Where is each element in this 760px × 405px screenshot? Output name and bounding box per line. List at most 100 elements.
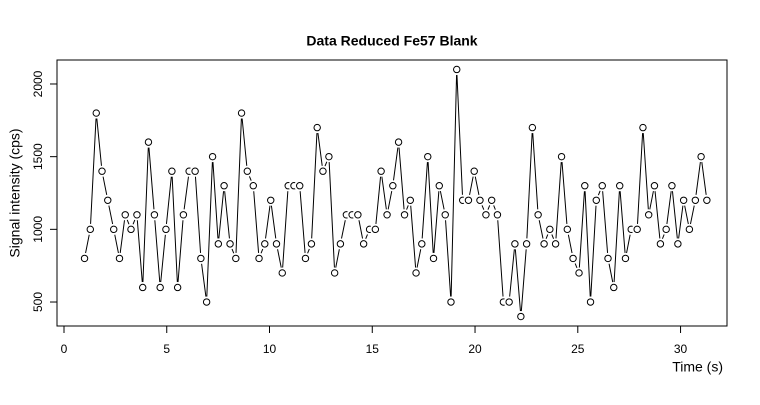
plot-box [56,59,728,327]
point [278,269,286,277]
x-tick-label: 20 [468,342,482,356]
point [144,138,153,146]
point [621,254,630,263]
point [534,211,542,219]
point [487,196,496,204]
point [110,225,118,234]
x-tick-label: 5 [163,342,170,356]
point [191,167,199,175]
point [220,182,228,190]
point [406,196,414,204]
chart-title: Data Reduced Fe57 Blank [306,33,477,49]
point [511,240,519,248]
point [569,254,577,263]
point [563,225,572,234]
point [86,225,94,234]
point [581,182,589,190]
x-tick-label: 30 [674,342,688,356]
point [389,182,397,190]
point [226,240,234,248]
x-tick-label: 15 [366,342,380,356]
point [139,283,147,292]
point [679,196,688,204]
point [243,167,252,175]
point [249,182,257,190]
point [150,211,159,219]
point [179,211,188,219]
x-tick-label: 0 [61,342,68,356]
point [557,152,566,161]
point [336,240,345,248]
point [371,225,380,234]
point [330,269,339,277]
point [325,152,333,161]
point [633,225,641,234]
point [453,65,461,74]
point [383,211,391,219]
point [255,254,263,263]
y-tick-label: 1000 [31,216,45,243]
point [400,211,409,219]
point [168,167,176,175]
point [697,152,705,161]
series-line [84,69,708,317]
point [650,182,659,190]
point [313,123,321,132]
point [522,240,531,248]
point [424,152,432,161]
point [575,269,583,277]
point [98,167,106,175]
y-axis-label: Signal intensity (cps) [7,128,23,257]
point [267,196,275,204]
point [394,138,403,146]
point [691,196,700,204]
x-axis-label: Time (s) [672,359,723,375]
point [92,109,100,117]
point [301,254,310,263]
point [586,298,595,306]
point [598,182,606,190]
point [639,123,647,132]
point [237,109,246,117]
point [296,182,304,190]
point [232,254,240,263]
point [127,225,135,234]
point [674,240,682,248]
point [272,240,281,248]
point [104,196,112,204]
point [517,312,525,321]
point [173,283,182,292]
point [354,211,362,219]
point [261,240,269,248]
point [662,225,670,234]
point [80,254,89,263]
point [610,283,618,292]
point [121,211,129,219]
point [644,211,653,219]
point [202,298,211,306]
point [359,240,368,248]
point [133,211,141,219]
point [412,269,420,277]
point [685,225,694,234]
point [546,225,554,234]
point [418,240,426,248]
point [435,182,443,190]
point [319,167,327,175]
point [551,240,560,248]
point [214,240,223,248]
point [668,182,676,190]
point [592,196,600,204]
point [464,196,473,204]
point [208,152,217,161]
point [197,254,205,263]
point [656,240,665,248]
point [447,298,455,306]
x-tick-label: 25 [571,342,585,356]
y-tick-label: 500 [31,292,45,312]
point [616,182,624,190]
point [470,167,478,175]
point [115,254,124,263]
point [493,211,502,219]
point [441,211,449,219]
